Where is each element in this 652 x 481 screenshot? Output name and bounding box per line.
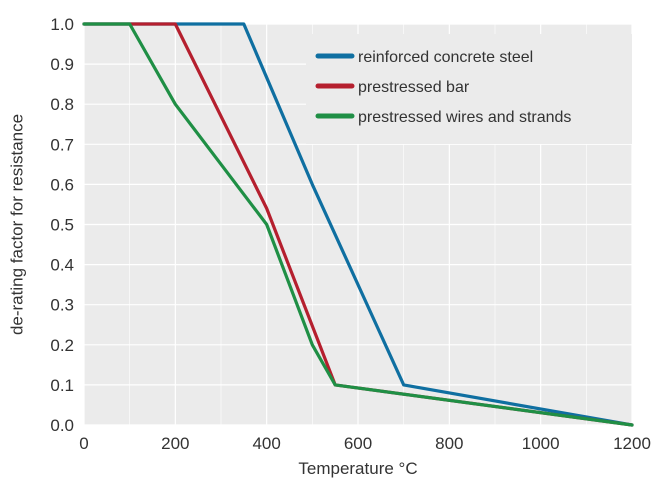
y-tick-label: 0.6 [50, 175, 74, 194]
x-axis-title: Temperature °C [298, 459, 417, 478]
y-tick-label: 0.1 [50, 376, 74, 395]
x-tick-label: 600 [344, 434, 372, 453]
y-tick-label: 1.0 [50, 15, 74, 34]
x-tick-label: 200 [161, 434, 189, 453]
x-axis-tick-labels: 0 200 400 600 800 1000 1200 [79, 434, 651, 453]
x-tick-label: 1000 [522, 434, 560, 453]
series-line [82, 22, 634, 427]
x-tick-label: 1200 [613, 434, 651, 453]
y-tick-label: 0.9 [50, 55, 74, 74]
y-tick-label: 0.0 [50, 416, 74, 435]
y-tick-label: 0.4 [50, 256, 74, 275]
legend: reinforced concrete steel prestressed bar… [306, 34, 632, 144]
series-lines [82, 22, 634, 427]
y-axis-tick-labels: 0.0 0.1 0.2 0.3 0.4 0.5 0.6 0.7 0.8 0.9 1.0 [50, 15, 74, 435]
x-tick-label: 800 [435, 434, 463, 453]
y-axis-title: de-rating factor for resistance [7, 114, 26, 335]
y-tick-label: 0.3 [50, 296, 74, 315]
legend-background [306, 34, 632, 144]
legend-label: reinforced concrete steel [358, 49, 533, 66]
x-tick-label: 0 [79, 434, 88, 453]
legend-label: prestressed bar [358, 79, 470, 96]
y-tick-label: 0.5 [50, 216, 74, 235]
x-tick-label: 400 [252, 434, 280, 453]
series-line [82, 22, 634, 427]
legend-label: prestressed wires and strands [358, 109, 571, 126]
y-tick-label: 0.2 [50, 336, 74, 355]
y-tick-label: 0.7 [50, 135, 74, 154]
y-tick-label: 0.8 [50, 95, 74, 114]
